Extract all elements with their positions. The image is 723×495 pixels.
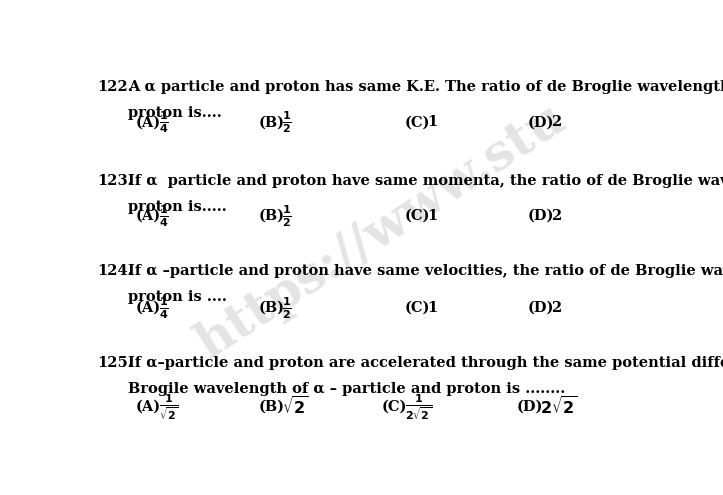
Text: $\mathbf{\frac{1}{2}}$: $\mathbf{\frac{1}{2}}$ [282,203,292,229]
Text: 125.: 125. [97,356,133,370]
Text: (C): (C) [404,115,429,129]
Text: (A): (A) [135,209,161,223]
Text: $\mathbf{\frac{1}{2}}$: $\mathbf{\frac{1}{2}}$ [282,295,292,321]
Text: proton is ....: proton is .... [129,291,227,304]
Text: proton is....: proton is.... [129,106,222,120]
Text: (C): (C) [404,301,429,315]
Text: 2: 2 [551,115,561,129]
Text: (D): (D) [528,209,554,223]
Text: (C): (C) [404,209,429,223]
Text: (B): (B) [259,400,284,414]
Text: 123.: 123. [97,174,133,188]
Text: $\mathbf{\frac{1}{4}}$: $\mathbf{\frac{1}{4}}$ [159,109,168,135]
Text: 1: 1 [428,301,438,315]
Text: (B): (B) [259,115,284,129]
Text: (D): (D) [516,400,542,414]
Text: (D): (D) [528,301,554,315]
Text: A α particle and proton has same K.E. The ratio of de Broglie wavelength of a α : A α particle and proton has same K.E. Th… [129,80,723,95]
Text: https://www.stu: https://www.stu [188,93,576,369]
Text: $\mathbf{\frac{1}{4}}$: $\mathbf{\frac{1}{4}}$ [159,295,168,321]
Text: $\mathbf{\frac{1}{\sqrt{2}}}$: $\mathbf{\frac{1}{\sqrt{2}}}$ [159,393,178,422]
Text: (B): (B) [259,209,284,223]
Text: (D): (D) [528,115,554,129]
Text: 1: 1 [428,115,438,129]
Text: (A): (A) [135,301,161,315]
Text: proton is.....: proton is..... [129,199,227,214]
Text: $\mathbf{\sqrt{2}}$: $\mathbf{\sqrt{2}}$ [282,396,309,418]
Text: 2: 2 [551,301,561,315]
Text: Brogile wavelength of α – particle and proton is ........: Brogile wavelength of α – particle and p… [129,382,565,396]
Text: $\mathbf{\frac{1}{2}}$: $\mathbf{\frac{1}{2}}$ [282,109,292,135]
Text: (A): (A) [135,400,161,414]
Text: $\mathbf{\frac{1}{2\sqrt{2}}}$: $\mathbf{\frac{1}{2\sqrt{2}}}$ [406,392,432,422]
Text: 124.: 124. [97,264,133,279]
Text: $\mathbf{2\sqrt{2}}$: $\mathbf{2\sqrt{2}}$ [540,396,578,418]
Text: (B): (B) [259,301,284,315]
Text: 2: 2 [551,209,561,223]
Text: If α  particle and proton have same momenta, the ratio of de Broglie wavelength : If α particle and proton have same momen… [129,174,723,188]
Text: (A): (A) [135,115,161,129]
Text: If α –particle and proton have same velocities, the ratio of de Broglie waveleng: If α –particle and proton have same velo… [129,264,723,279]
Text: $\mathbf{\frac{1}{4}}$: $\mathbf{\frac{1}{4}}$ [159,203,168,229]
Text: 1: 1 [428,209,438,223]
Text: If α–particle and proton are accelerated through the same potential difference, : If α–particle and proton are accelerated… [129,356,723,370]
Text: 122.: 122. [97,80,133,95]
Text: (C): (C) [382,400,407,414]
